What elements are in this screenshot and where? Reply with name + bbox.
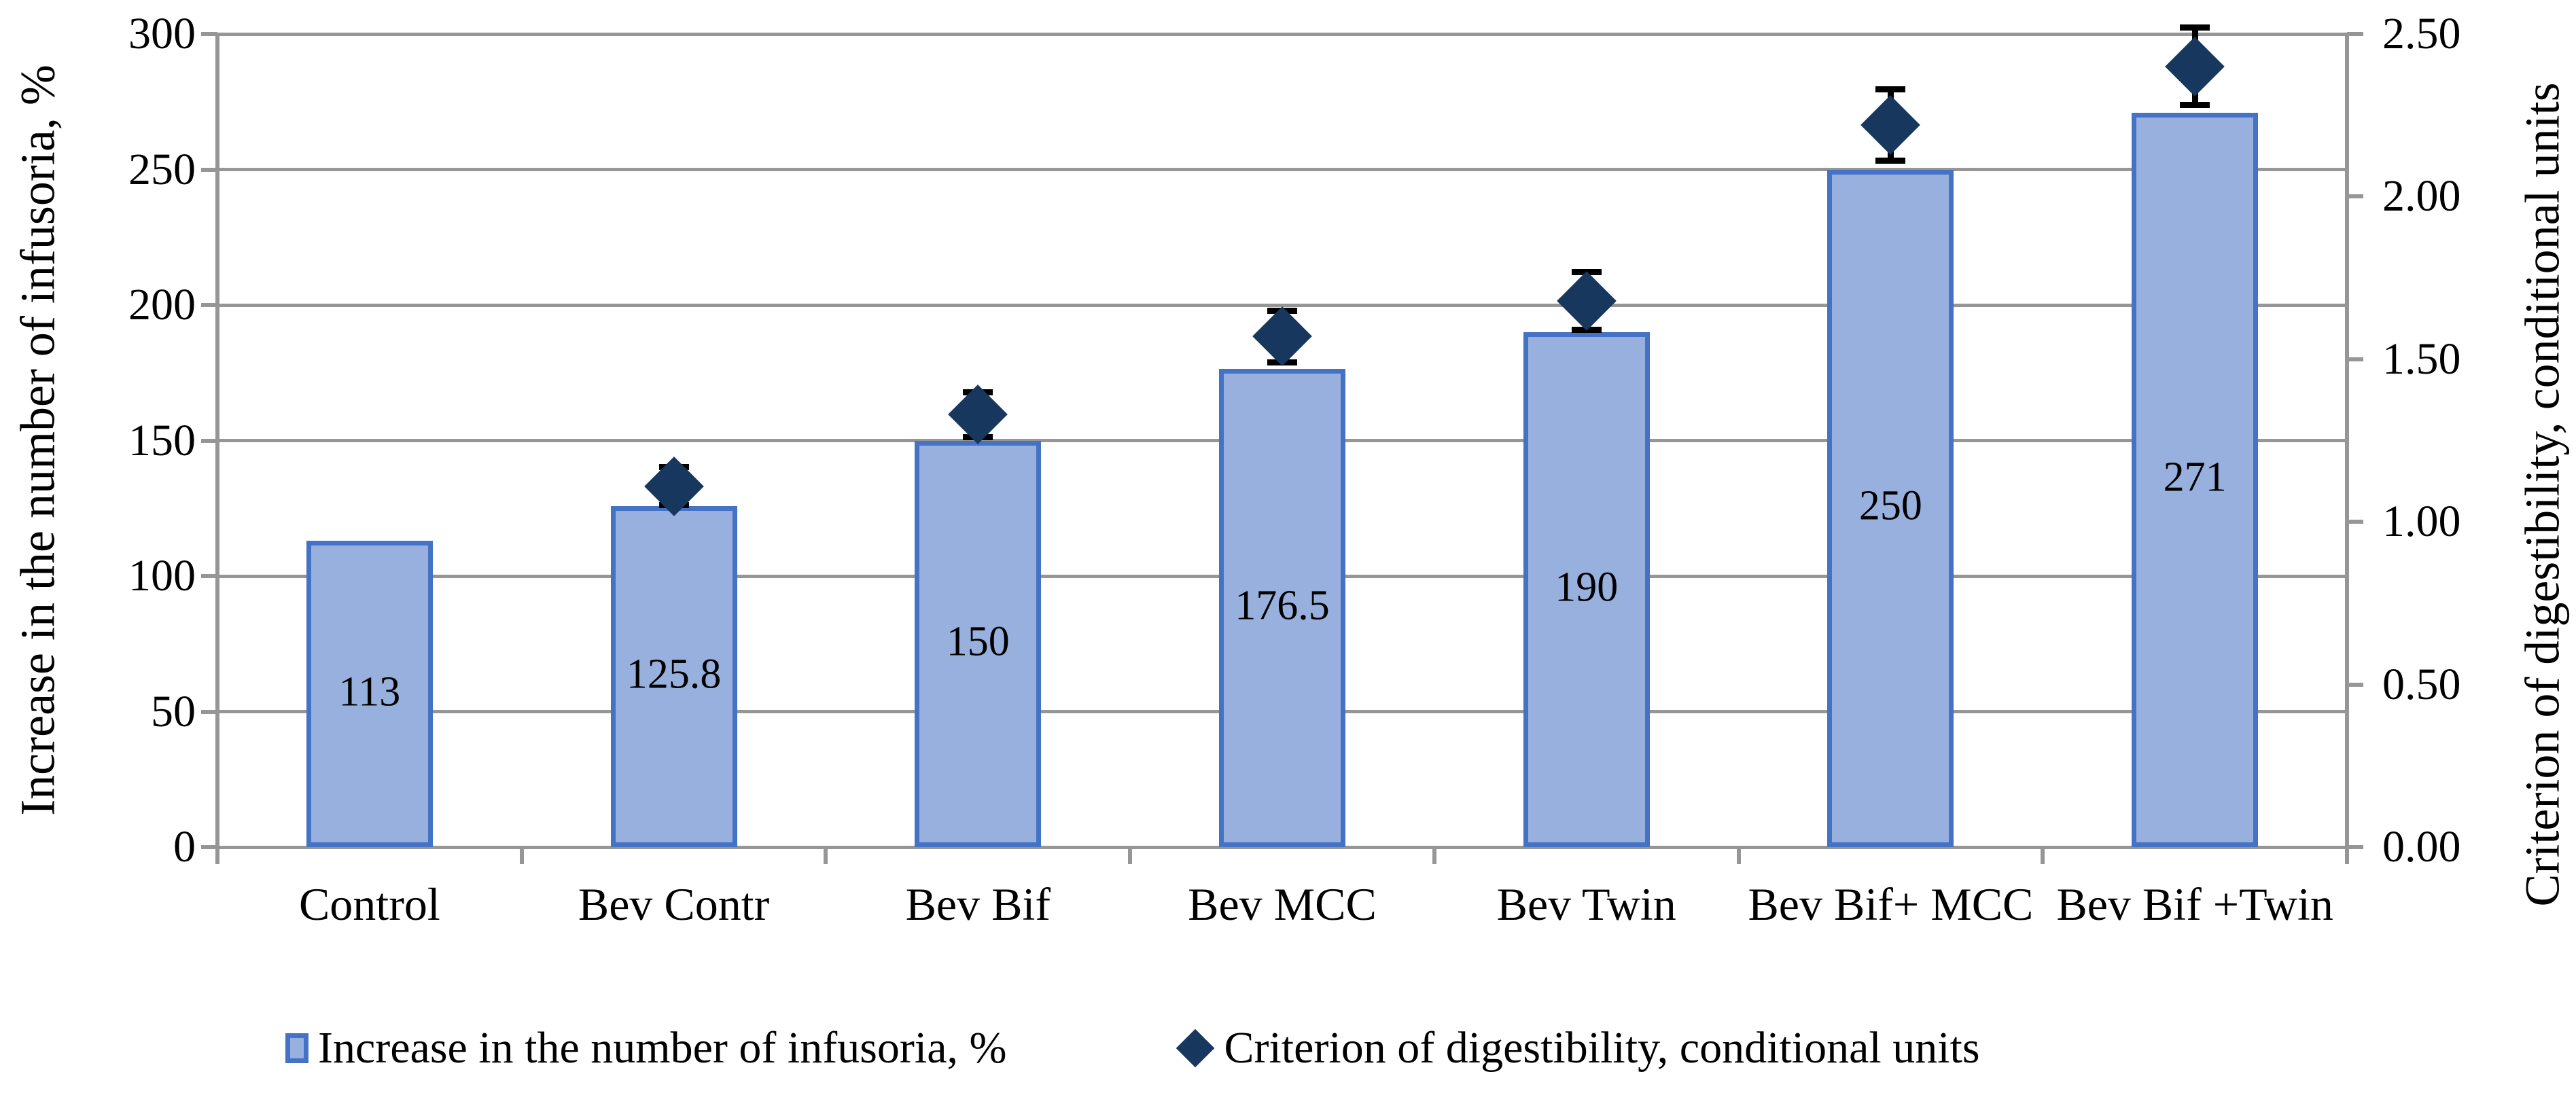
y-axis-tick-left xyxy=(201,303,217,307)
y-tick-label-right: 2.50 xyxy=(2382,9,2461,58)
x-category-label: Bev Twin xyxy=(1496,878,1676,930)
bar-value-label: 176.5 xyxy=(1235,582,1330,629)
x-category-label: Bev Bif+ MCC xyxy=(1748,878,2034,930)
error-bar-cap-top xyxy=(1875,86,1906,93)
bar-value-label: 150 xyxy=(946,618,1010,665)
error-bar-cap-top xyxy=(2180,24,2210,31)
right-axis-title: Criterion of digestibility, conditional … xyxy=(2515,82,2570,907)
y-tick-label-right: 1.00 xyxy=(2382,497,2461,547)
y-axis-tick-right xyxy=(2347,682,2363,687)
bar xyxy=(2132,112,2259,847)
y-tick-label-right: 0.00 xyxy=(2382,822,2461,872)
gridline xyxy=(217,32,2347,36)
error-bar-cap-bottom xyxy=(2180,102,2210,109)
y-axis-line-right xyxy=(2345,34,2349,864)
y-axis-tick-left xyxy=(201,845,217,849)
left-axis-title: Increase in the number of infusoria, % xyxy=(10,65,65,816)
y-tick-label-right: 2.00 xyxy=(2382,171,2461,221)
legend-item-diamonds: Criterion of digestibility, conditional … xyxy=(1176,1022,1980,1074)
y-axis-line-left xyxy=(215,34,219,864)
y-axis-tick-right xyxy=(2347,357,2363,361)
gridline xyxy=(217,303,2347,307)
x-axis-tick xyxy=(1432,847,1436,864)
gridline xyxy=(217,168,2347,171)
bar xyxy=(1219,368,1345,847)
bar xyxy=(915,440,1042,847)
x-category-label: Bev Contr xyxy=(578,878,770,930)
error-bar-cap-bottom xyxy=(1875,157,1906,164)
y-axis-tick-left xyxy=(201,167,217,172)
diamond-marker xyxy=(2165,37,2225,96)
bar xyxy=(1523,332,1650,847)
bar-value-label: 113 xyxy=(338,668,401,715)
bar xyxy=(1827,169,1954,847)
y-axis-tick-left xyxy=(201,438,217,443)
diamond-marker xyxy=(1556,270,1617,331)
x-axis-tick xyxy=(1128,847,1133,864)
x-axis-tick xyxy=(2041,847,2045,864)
y-tick-label-left: 100 xyxy=(128,551,196,601)
gridline xyxy=(217,845,2347,849)
x-category-label: Control xyxy=(298,878,440,930)
y-axis-tick-right xyxy=(2347,194,2363,199)
y-tick-label-right: 0.50 xyxy=(2382,659,2461,709)
y-tick-label-left: 300 xyxy=(128,9,196,58)
y-tick-label-left: 0 xyxy=(173,822,196,872)
bar xyxy=(306,541,433,847)
bar-value-label: 125.8 xyxy=(626,651,722,698)
bar-value-label: 271 xyxy=(2163,454,2227,501)
diamond-marker xyxy=(1252,306,1312,367)
y-tick-label-right: 1.50 xyxy=(2382,334,2461,384)
legend-item-bars: Increase in the number of infusoria, % xyxy=(285,1022,1006,1074)
legend: Increase in the number of infusoria, % C… xyxy=(285,1022,1980,1074)
y-axis-tick-right xyxy=(2347,845,2363,849)
y-axis-tick-right xyxy=(2347,32,2363,36)
y-axis-tick-left xyxy=(201,32,217,36)
bar-series-swatch-icon xyxy=(285,1033,308,1063)
legend-label-bars: Increase in the number of infusoria, % xyxy=(318,1023,1007,1073)
x-category-label: Bev MCC xyxy=(1188,878,1377,930)
diamond-marker xyxy=(1860,95,1921,155)
x-axis-tick xyxy=(519,847,524,864)
x-category-label: Bev Bif +Twin xyxy=(2056,878,2333,930)
y-axis-tick-left xyxy=(201,574,217,578)
y-axis-tick-right xyxy=(2347,520,2363,524)
legend-label-diamonds: Criterion of digestibility, conditional … xyxy=(1224,1023,1980,1073)
y-axis-tick-left xyxy=(201,709,217,714)
bar xyxy=(610,506,737,847)
diamond-marker xyxy=(948,384,1008,445)
x-category-label: Bev Bif xyxy=(905,878,1051,930)
x-axis-tick xyxy=(1736,847,1741,864)
x-axis-tick xyxy=(824,847,828,864)
y-tick-label-left: 50 xyxy=(151,686,196,736)
bar-value-label: 190 xyxy=(1555,564,1619,611)
y-tick-label-left: 250 xyxy=(128,144,196,194)
y-tick-label-left: 200 xyxy=(128,280,196,329)
diamond-marker-icon xyxy=(1176,1028,1215,1068)
bar-value-label: 250 xyxy=(1858,482,1922,529)
y-tick-label-left: 150 xyxy=(128,415,196,465)
